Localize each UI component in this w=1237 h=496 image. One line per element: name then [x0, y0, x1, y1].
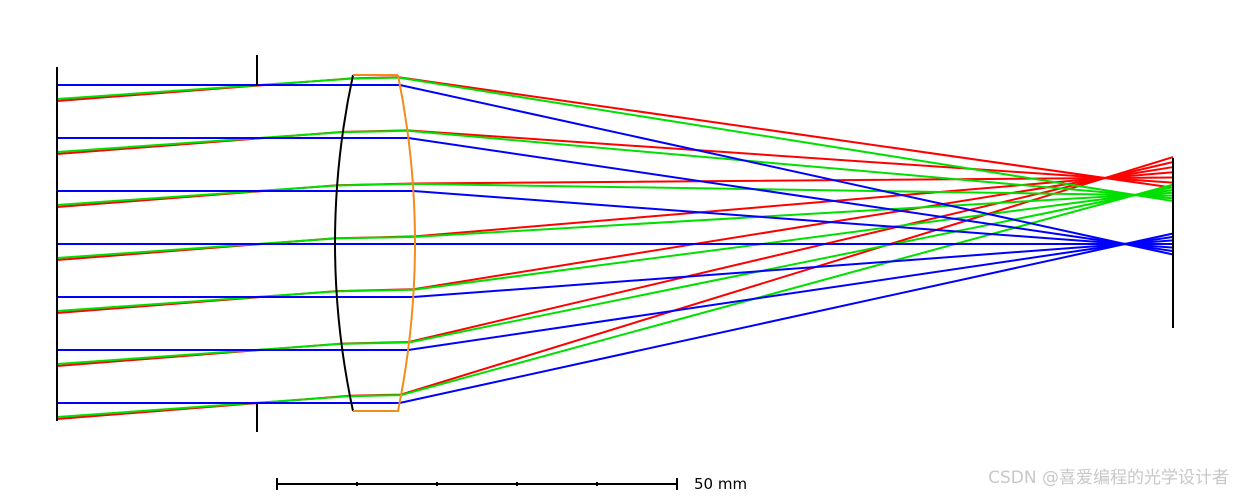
- rays: [56, 76, 1174, 420]
- ray: [57, 190, 1174, 249]
- ray: [56, 129, 1174, 200]
- ray: [56, 166, 1174, 314]
- ray: [56, 156, 1174, 420]
- lens-front-surface: [334, 74, 354, 412]
- scale-label: 50 mm: [694, 475, 747, 493]
- ray: [56, 76, 1174, 203]
- watermark: CSDN @喜爱编程的光学设计者: [988, 468, 1229, 488]
- ray: [56, 182, 1174, 206]
- lens-back-surface: [353, 74, 416, 412]
- ray: [57, 232, 1174, 404]
- ray: [56, 186, 1174, 365]
- ray: [57, 235, 1174, 351]
- ray: [56, 191, 1174, 259]
- ray: [57, 239, 1174, 298]
- ray: [57, 84, 1174, 256]
- ray: [56, 189, 1174, 312]
- scale-bar: [276, 478, 678, 490]
- ray: [56, 183, 1174, 418]
- ray: [57, 137, 1174, 253]
